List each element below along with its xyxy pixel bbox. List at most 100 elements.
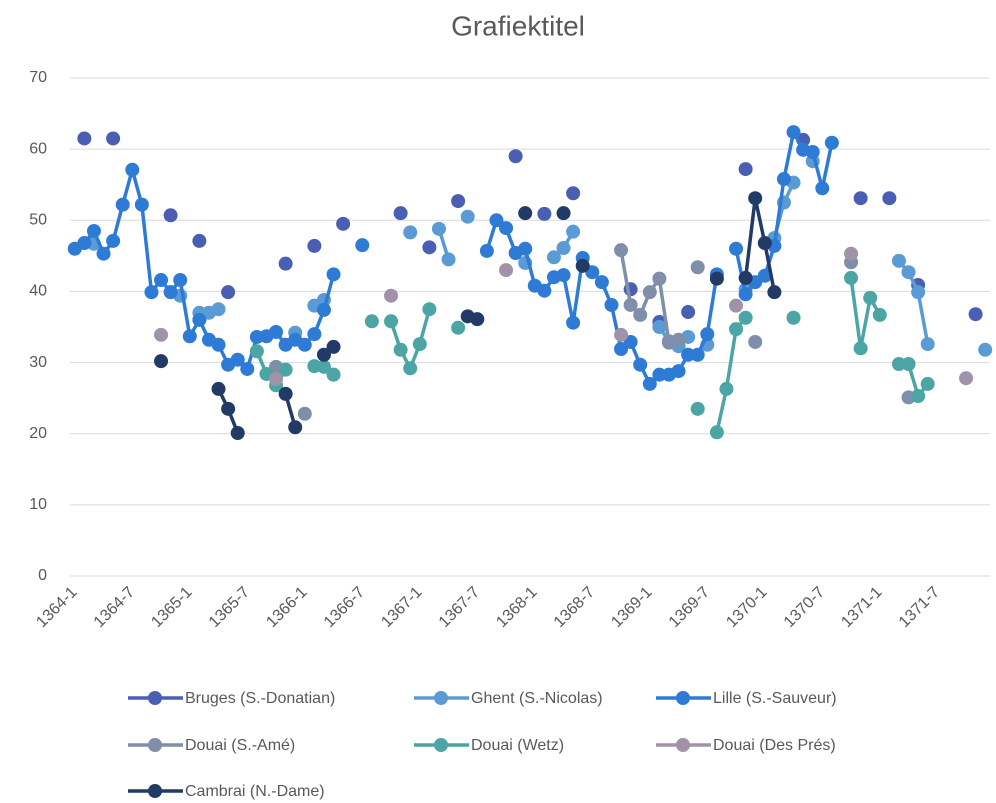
data-point xyxy=(681,305,696,320)
data-point xyxy=(393,342,408,357)
data-point xyxy=(115,197,130,212)
legend-marker xyxy=(434,738,448,752)
data-point xyxy=(499,221,514,236)
data-point xyxy=(384,288,399,303)
legend-marker xyxy=(148,784,162,798)
data-point xyxy=(767,285,782,300)
data-point xyxy=(614,243,629,258)
legend-label: Ghent (S.-Nicolas) xyxy=(471,690,603,707)
data-point xyxy=(546,250,561,265)
data-point xyxy=(211,381,226,396)
legend-label: Douai (Wetz) xyxy=(471,737,564,754)
data-point xyxy=(326,267,341,282)
data-point xyxy=(403,225,418,240)
data-point xyxy=(355,238,370,253)
x-tick-label: 1368-7 xyxy=(551,584,598,631)
data-point xyxy=(853,191,868,206)
y-tick-label: 70 xyxy=(29,69,47,86)
data-point xyxy=(86,223,101,238)
x-tick-label: 1367-7 xyxy=(436,584,483,631)
legend-label: Cambrai (N.-Dame) xyxy=(185,783,325,800)
data-point xyxy=(863,290,878,305)
data-point xyxy=(422,240,437,255)
data-point xyxy=(633,357,648,372)
data-point xyxy=(566,315,581,330)
legend-marker xyxy=(434,691,448,705)
data-point xyxy=(824,135,839,150)
data-point xyxy=(393,206,408,221)
data-point xyxy=(422,302,437,317)
y-tick-label: 20 xyxy=(29,425,47,442)
data-point xyxy=(633,307,648,322)
data-point xyxy=(163,208,178,223)
data-point xyxy=(288,420,303,435)
data-point xyxy=(623,297,638,312)
y-tick-label: 40 xyxy=(29,283,47,300)
data-point xyxy=(652,367,667,382)
data-point xyxy=(652,271,667,286)
data-point xyxy=(642,285,657,300)
data-point xyxy=(431,221,446,236)
x-tick-label: 1364-1 xyxy=(33,584,80,631)
data-point xyxy=(566,224,581,239)
legend-label: Bruges (S.-Donatian) xyxy=(185,690,335,707)
data-point xyxy=(316,302,331,317)
data-point xyxy=(748,191,763,206)
data-point xyxy=(316,347,331,362)
series-line xyxy=(743,196,777,293)
series xyxy=(154,246,974,386)
data-point xyxy=(412,337,427,352)
data-point xyxy=(556,268,571,283)
data-point xyxy=(307,238,322,253)
data-point xyxy=(537,206,552,221)
data-point xyxy=(690,260,705,275)
data-point xyxy=(738,162,753,177)
data-point xyxy=(844,246,859,261)
data-point xyxy=(920,337,935,352)
data-point xyxy=(872,307,887,322)
data-point xyxy=(729,241,744,256)
data-point xyxy=(479,243,494,258)
data-point xyxy=(173,273,188,288)
data-point xyxy=(556,241,571,256)
data-point xyxy=(709,425,724,440)
y-tick-label: 60 xyxy=(29,140,47,157)
data-point xyxy=(681,347,696,362)
data-point xyxy=(269,371,284,386)
data-point xyxy=(144,285,159,300)
data-point xyxy=(163,285,178,300)
data-point xyxy=(757,268,772,283)
data-point xyxy=(748,334,763,349)
data-point xyxy=(594,275,609,290)
data-point xyxy=(671,332,686,347)
data-point xyxy=(489,213,504,228)
data-point xyxy=(729,322,744,337)
data-point xyxy=(470,312,485,327)
x-tick-label: 1367-1 xyxy=(378,584,425,631)
data-point xyxy=(134,197,149,212)
data-point xyxy=(106,233,121,248)
x-tick-label: 1366-1 xyxy=(263,584,310,631)
data-point xyxy=(278,386,293,401)
data-point xyxy=(154,273,169,288)
data-point xyxy=(700,327,715,342)
legend-label: Douai (Des Prés) xyxy=(713,737,836,754)
data-point xyxy=(316,359,331,374)
x-tick-label: 1366-7 xyxy=(321,584,368,631)
y-tick-label: 30 xyxy=(29,354,47,371)
data-point xyxy=(499,263,514,278)
series-line xyxy=(715,316,747,433)
data-point xyxy=(614,327,629,342)
series xyxy=(77,131,983,330)
data-point xyxy=(815,181,830,196)
data-point xyxy=(978,342,993,357)
data-point xyxy=(249,344,264,359)
data-point xyxy=(911,285,926,300)
data-point xyxy=(326,367,341,382)
legend-label: Douai (S.-Amé) xyxy=(185,737,295,754)
x-tick-label: 1371-1 xyxy=(838,584,885,631)
data-point xyxy=(844,270,859,285)
data-point xyxy=(776,172,791,187)
x-tick-label: 1365-7 xyxy=(206,584,253,631)
data-point xyxy=(125,162,140,177)
